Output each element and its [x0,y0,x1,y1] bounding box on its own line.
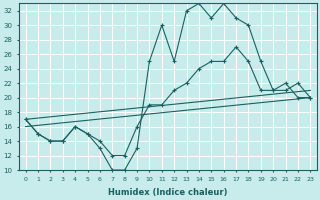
X-axis label: Humidex (Indice chaleur): Humidex (Indice chaleur) [108,188,228,197]
